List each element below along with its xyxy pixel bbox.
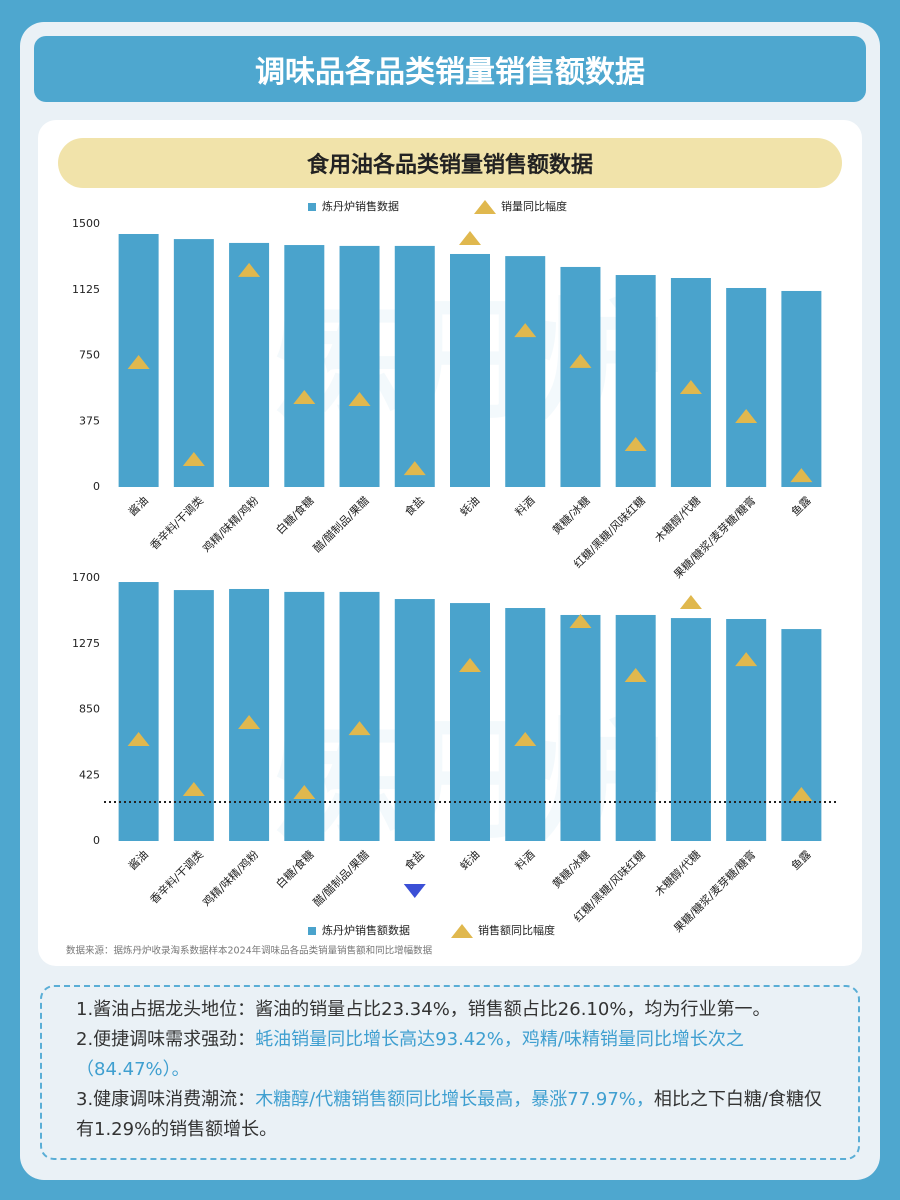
growth-marker [790,468,813,483]
legend-label: 炼丹炉销售数据 [322,199,399,213]
bar [450,253,490,487]
growth-marker [403,461,426,476]
growth-marker [403,883,426,898]
note: 1.酱油占据龙头地位：酱油的销量占比23.34%，销售额占比26.10%，均为行… [76,995,832,1025]
bar [118,582,159,841]
bar [229,588,270,841]
growth-marker [624,437,647,452]
bar [615,275,656,487]
growth-marker [293,390,316,405]
bar [394,599,435,841]
source: 数据来源：据炼丹炉收录淘系数据样本2024年调味品各品类销量销售额和同比增幅数据 [66,945,433,957]
growth-marker [348,391,371,406]
bar [284,245,325,487]
legend-swatch [474,200,496,214]
note-highlight: 蚝油销量同比增长高达93.42%，鸡精/味精销量同比增长次之（84.47%）。 [76,1029,744,1080]
growth-marker [182,451,205,466]
growth-marker [624,668,647,683]
growth-marker [348,721,371,736]
y-tick-label: 1700 [72,571,100,584]
x-tick-label: 香辛料/干调类 [147,847,206,906]
growth-marker [735,408,758,423]
growth-marker [182,782,205,797]
y-tick-label: 425 [79,768,100,781]
bar [450,603,490,841]
x-tick-label: 鸡精/味精/鸡粉 [200,493,262,555]
bar [615,614,656,841]
note-highlight: 木糖醇/代糖销售额同比增长最高，暴涨77.97%， [255,1089,654,1110]
x-tick-label: 鱼露 [788,847,813,872]
growth-marker [679,594,702,609]
bar [173,590,214,841]
growth-marker [238,715,261,730]
growth-marker [127,732,150,747]
bar [173,239,214,487]
bar [726,287,767,487]
y-tick-label: 375 [79,414,100,427]
x-tick-label: 醋/醋制品/果醋 [310,493,372,555]
bar [670,618,711,841]
chart-subtitle: 食用油各品类销量销售额数据 [58,138,842,188]
x-tick-label: 香辛料/干调类 [147,493,206,552]
x-tick-label: 白糖/食糖 [273,493,317,537]
page-title: 调味品各品类销量销售额数据 [34,36,866,102]
note-text: 1.酱油占据龙头地位：酱油的销量占比23.34%，销售额占比26.10%，均为行… [76,999,771,1020]
bar [339,245,380,487]
bar [781,629,822,841]
x-tick-label: 料酒 [512,493,537,518]
x-tick-label: 黄糖/冰糖 [549,493,593,537]
note: 3.健康调味消费潮流：木糖醇/代糖销售额同比增长最高，暴涨77.97%，相比之下… [76,1085,832,1145]
bar [339,591,380,841]
y-tick-label: 750 [79,349,100,362]
legend-swatch [451,924,473,938]
growth-marker [293,784,316,799]
x-tick-label: 蚝油 [457,493,482,518]
y-tick-label: 0 [93,834,100,847]
y-tick-label: 1125 [72,283,100,296]
bar [394,245,435,487]
growth-marker [459,231,481,246]
bar [560,266,601,487]
growth-marker [569,614,592,629]
growth-marker [514,732,537,747]
x-tick-label: 木糖醇/代糖 [652,493,703,544]
legend-label: 销量同比幅度 [501,199,567,213]
bar [505,256,546,487]
bar [284,591,325,841]
legend-label: 炼丹炉销售额数据 [322,923,410,937]
note-text: 2.便捷调味需求强劲： [76,1029,256,1050]
growth-marker [127,354,150,369]
note-text: 相比之下白糖/食糖仅有1.29%的销售额增长。 [76,1089,822,1140]
bar [781,290,822,487]
legend-label: 销售额同比幅度 [478,923,555,937]
x-tick-label: 鸡精/味精/鸡粉 [200,847,262,909]
y-tick-label: 1500 [72,217,100,230]
growth-marker [679,380,702,395]
growth-marker [459,657,481,672]
notes: 1.酱油占据龙头地位：酱油的销量占比23.34%，销售额占比26.10%，均为行… [40,985,860,1160]
growth-marker [514,323,537,338]
bar [560,614,601,841]
x-tick-label: 食盐 [402,493,427,518]
growth-marker [735,652,758,667]
y-tick-label: 850 [79,703,100,716]
legend-swatch [308,203,316,211]
x-tick-label: 鱼露 [788,493,813,518]
growth-marker [569,353,592,368]
bar [229,242,270,487]
growth-marker [238,262,261,277]
legend-swatch [308,927,316,935]
y-tick-label: 1275 [72,637,100,650]
note-text: 3.健康调味消费潮流： [76,1089,256,1110]
bar [505,608,546,841]
note: 2.便捷调味需求强劲：蚝油销量同比增长高达93.42%，鸡精/味精销量同比增长次… [76,1025,832,1085]
growth-marker [790,786,813,801]
x-tick-label: 酱油 [125,847,150,872]
y-tick-label: 0 [93,480,100,493]
x-tick-label: 酱油 [125,493,150,518]
